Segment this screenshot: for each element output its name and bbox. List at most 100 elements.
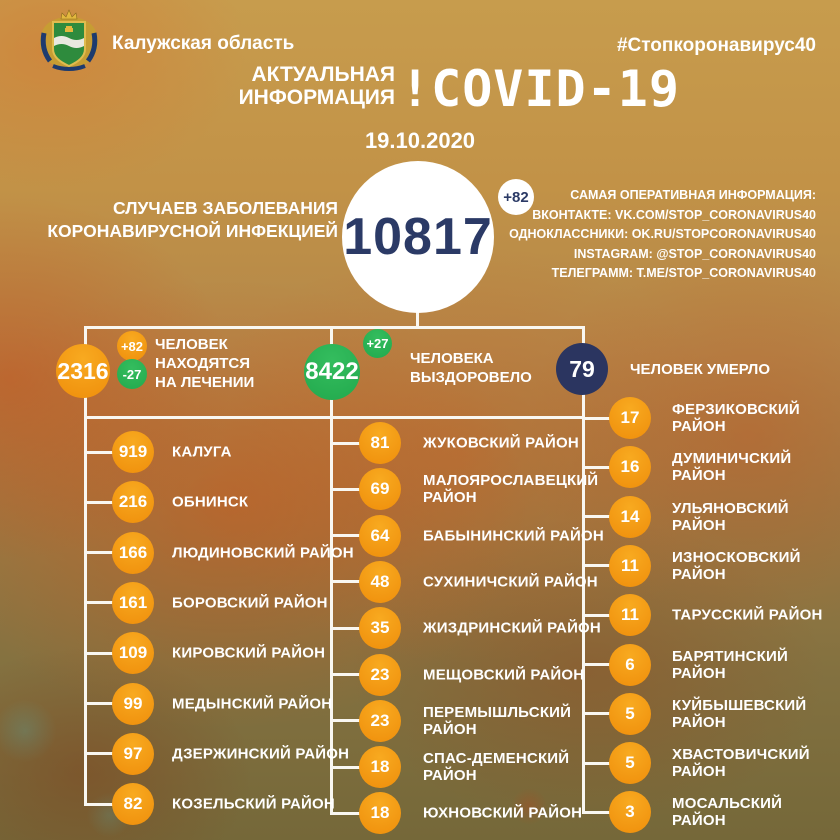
district-count-circle: 35	[359, 607, 401, 650]
stat-recovered-label: ЧЕЛОВЕКА ВЫЗДОРОВЕЛО	[410, 350, 532, 386]
social-link-instagram: INSTAGRAM: @STOP_CORONAVIRUS40	[573, 246, 816, 261]
connector-tick	[330, 719, 380, 723]
connector-tick	[84, 551, 133, 555]
connector-tick	[84, 450, 133, 454]
district-label: ХВАСТОВИЧСКИЙ РАЙОН	[672, 746, 810, 781]
social-title: САМАЯ ОПЕРАТИВНАЯ ИНФОРМАЦИЯ:	[570, 188, 816, 202]
connector-top-horizontal	[84, 326, 585, 329]
district-label: ОБНИНСК	[172, 493, 249, 511]
district-label: БАРЯТИНСКИЙ РАЙОН	[672, 647, 788, 682]
region-name: Калужская область	[112, 33, 295, 54]
stat-deaths-circle: 79	[556, 343, 608, 395]
district-label: ЮХНОВСКИЙ РАЙОН	[423, 804, 583, 822]
district-label: КУЙБЫШЕВСКИЙ РАЙОН	[672, 696, 807, 731]
district-count-circle: 23	[359, 653, 401, 696]
district-count-circle: 23	[359, 699, 401, 742]
connector-mid-horizontal	[84, 416, 585, 419]
covid-title: !COVID-19	[400, 60, 680, 118]
district-count-circle: 16	[609, 446, 651, 489]
district-count-circle: 48	[359, 560, 401, 603]
connector-column1-vertical	[84, 326, 87, 805]
connector-main-drop	[416, 302, 419, 329]
connector-tick	[582, 761, 630, 765]
connector-column2-drop	[330, 326, 333, 348]
district-count-circle: 17	[609, 397, 651, 439]
connector-tick	[84, 651, 133, 655]
district-label: ЖИЗДРИНСКИЙ РАЙОН	[423, 619, 601, 637]
connector-column2-vertical	[330, 398, 333, 815]
district-label: КОЗЕЛЬСКИЙ РАЙОН	[172, 795, 335, 813]
district-label: ЛЮДИНОВСКИЙ РАЙОН	[172, 544, 354, 562]
district-count-circle: 3	[609, 791, 651, 834]
district-label: КАЛУГА	[172, 443, 232, 461]
district-label: МЕДЫНСКИЙ РАЙОН	[172, 695, 333, 712]
district-label: ДУМИНИЧСКИЙ РАЙОН	[672, 450, 792, 485]
social-link-vk: ВКОНТАКТЕ: VK.COM/STOP_CORONAVIRUS40	[532, 207, 816, 222]
district-count-circle: 64	[359, 514, 401, 557]
connector-tick	[582, 416, 630, 420]
connector-tick	[84, 702, 133, 705]
social-link-ok: ОДНОКЛАССНИКИ: OK.RU/STOPCORONAVIRUS40	[509, 227, 816, 241]
connector-tick	[84, 500, 133, 504]
district-count-circle: 11	[609, 594, 651, 637]
hashtag: #Стопкоронавирус40	[616, 35, 816, 56]
total-cases-circle: 10817	[342, 161, 494, 313]
district-label: ИЗНОСКОВСКИЙ РАЙОН	[672, 548, 801, 583]
district-count-circle: 81	[359, 422, 401, 464]
total-caption: СЛУЧАЕВ ЗАБОЛЕВАНИЯ КОРОНАВИРУСНОЙ ИНФЕК…	[47, 198, 338, 241]
district-count-circle: 69	[359, 468, 401, 511]
district-count-circle: 166	[112, 531, 154, 574]
connector-tick	[330, 626, 380, 630]
connector-column3-vertical	[582, 326, 585, 814]
district-count-circle: 5	[609, 692, 651, 735]
district-label: КИРОВСКИЙ РАЙОН	[172, 644, 326, 662]
district-label: ФЕРЗИКОВСКИЙ РАЙОН	[672, 401, 800, 435]
district-count-circle: 11	[609, 544, 651, 587]
connector-tick	[330, 811, 380, 815]
connector-tick	[330, 487, 380, 491]
district-label: ПЕРЕМЫШЛЬСКИЙ РАЙОН	[423, 703, 572, 738]
connector-tick	[582, 663, 630, 666]
district-label: МАЛОЯРОСЛАВЕЦКИЙ РАЙОН	[423, 472, 599, 507]
district-count-circle: 18	[359, 746, 401, 789]
district-label: ТАРУССКИЙ РАЙОН	[672, 606, 823, 624]
connector-tick	[84, 601, 133, 605]
stat-on-treatment-delta-down-badge: -27	[117, 359, 147, 389]
district-count-circle: 5	[609, 742, 651, 785]
district-count-circle: 919	[112, 431, 154, 473]
stat-on-treatment-delta-up-badge: +82	[117, 331, 147, 361]
social-link-telegram: ТЕЛЕГРАММ: T.ME/STOP_CORONAVIRUS40	[551, 266, 816, 280]
stat-recovered-circle: 8422	[304, 344, 360, 400]
connector-tick	[330, 441, 380, 445]
stat-deaths-label: ЧЕЛОВЕК УМЕРЛО	[630, 361, 770, 378]
connector-tick	[330, 765, 380, 769]
connector-tick	[330, 534, 380, 538]
connector-tick	[330, 673, 380, 676]
connector-tick	[582, 712, 630, 716]
district-count-circle: 161	[112, 581, 154, 624]
district-count-circle: 216	[112, 481, 154, 524]
district-label: ДЗЕРЖИНСКИЙ РАЙОН	[172, 745, 350, 763]
total-delta-badge: +82	[498, 179, 534, 215]
stat-on-treatment-label: ЧЕЛОВЕК НАХОДЯТСЯ НА ЛЕЧЕНИИ	[155, 336, 255, 391]
district-count-circle: 97	[112, 732, 154, 775]
stat-on-treatment-circle: 2316	[56, 344, 110, 398]
district-label: БОРОВСКИЙ РАЙОН	[172, 594, 328, 612]
district-count-circle: 14	[609, 495, 651, 538]
district-label: БАБЫНИНСКИЙ РАЙОН	[423, 527, 604, 545]
district-label: ЖУКОВСКИЙ РАЙОН	[423, 434, 579, 452]
district-label: УЛЬЯНОВСКИЙ РАЙОН	[672, 499, 789, 534]
district-count-circle: 82	[112, 783, 154, 826]
district-count-circle: 6	[609, 643, 651, 686]
stat-recovered-delta-badge: +27	[363, 329, 392, 358]
connector-tick	[582, 613, 630, 617]
district-label: МЕЩОВСКИЙ РАЙОН	[423, 666, 585, 683]
connector-tick	[582, 564, 630, 568]
connector-tick	[582, 465, 630, 469]
connector-tick	[84, 752, 133, 756]
social-block: САМАЯ ОПЕРАТИВНАЯ ИНФОРМАЦИЯ: ВКОНТАКТЕ:…	[509, 186, 816, 284]
connector-tick	[330, 580, 380, 584]
connector-tick	[582, 515, 630, 519]
district-label: МОСАЛЬСКИЙ РАЙОН	[672, 795, 783, 830]
